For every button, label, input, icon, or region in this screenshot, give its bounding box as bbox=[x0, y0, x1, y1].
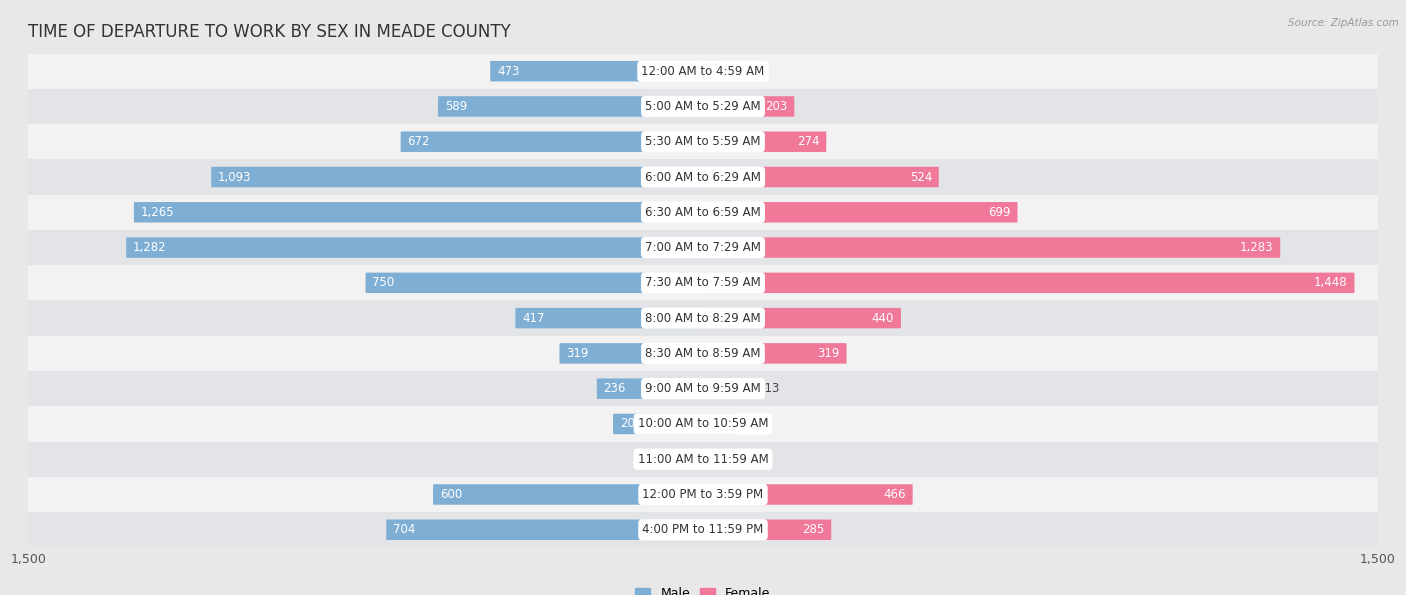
FancyBboxPatch shape bbox=[387, 519, 703, 540]
FancyBboxPatch shape bbox=[703, 519, 831, 540]
FancyBboxPatch shape bbox=[596, 378, 703, 399]
Text: 1,265: 1,265 bbox=[141, 206, 174, 219]
Bar bbox=[28, 54, 1378, 89]
FancyBboxPatch shape bbox=[703, 378, 754, 399]
Text: Source: ZipAtlas.com: Source: ZipAtlas.com bbox=[1288, 18, 1399, 28]
Text: 274: 274 bbox=[797, 135, 820, 148]
Text: 12:00 AM to 4:59 AM: 12:00 AM to 4:59 AM bbox=[641, 65, 765, 78]
Text: 285: 285 bbox=[803, 523, 824, 536]
FancyBboxPatch shape bbox=[697, 449, 703, 469]
Text: 12:00 PM to 3:59 PM: 12:00 PM to 3:59 PM bbox=[643, 488, 763, 501]
Text: 7:00 AM to 7:29 AM: 7:00 AM to 7:29 AM bbox=[645, 241, 761, 254]
Text: 11:00 AM to 11:59 AM: 11:00 AM to 11:59 AM bbox=[638, 453, 768, 466]
Text: 10:00 AM to 10:59 AM: 10:00 AM to 10:59 AM bbox=[638, 418, 768, 430]
Text: 589: 589 bbox=[444, 100, 467, 113]
Text: 1,282: 1,282 bbox=[134, 241, 166, 254]
Text: 417: 417 bbox=[522, 312, 544, 325]
Text: 51: 51 bbox=[730, 65, 744, 78]
Text: 319: 319 bbox=[567, 347, 589, 360]
Text: 113: 113 bbox=[758, 382, 780, 395]
Text: 704: 704 bbox=[394, 523, 415, 536]
Text: 78: 78 bbox=[742, 418, 756, 430]
Text: 203: 203 bbox=[765, 100, 787, 113]
Text: 6:00 AM to 6:29 AM: 6:00 AM to 6:29 AM bbox=[645, 171, 761, 183]
Text: 200: 200 bbox=[620, 418, 643, 430]
Text: 236: 236 bbox=[603, 382, 626, 395]
FancyBboxPatch shape bbox=[491, 61, 703, 82]
FancyBboxPatch shape bbox=[127, 237, 703, 258]
FancyBboxPatch shape bbox=[703, 414, 738, 434]
FancyBboxPatch shape bbox=[703, 167, 939, 187]
FancyBboxPatch shape bbox=[703, 96, 794, 117]
Text: 750: 750 bbox=[373, 276, 395, 289]
Text: 1,283: 1,283 bbox=[1240, 241, 1274, 254]
Bar bbox=[28, 406, 1378, 441]
Text: 473: 473 bbox=[496, 65, 519, 78]
FancyBboxPatch shape bbox=[211, 167, 703, 187]
Text: 524: 524 bbox=[910, 171, 932, 183]
Text: 21: 21 bbox=[716, 453, 731, 466]
FancyBboxPatch shape bbox=[703, 343, 846, 364]
Bar bbox=[28, 124, 1378, 159]
Text: 5:30 AM to 5:59 AM: 5:30 AM to 5:59 AM bbox=[645, 135, 761, 148]
Bar bbox=[28, 371, 1378, 406]
Legend: Male, Female: Male, Female bbox=[630, 583, 776, 595]
FancyBboxPatch shape bbox=[703, 131, 827, 152]
Bar bbox=[28, 195, 1378, 230]
Text: 466: 466 bbox=[883, 488, 905, 501]
Text: 699: 699 bbox=[988, 206, 1011, 219]
Text: 672: 672 bbox=[408, 135, 430, 148]
Text: 7:30 AM to 7:59 AM: 7:30 AM to 7:59 AM bbox=[645, 276, 761, 289]
Text: 440: 440 bbox=[872, 312, 894, 325]
Bar bbox=[28, 512, 1378, 547]
Bar bbox=[28, 159, 1378, 195]
Bar bbox=[28, 300, 1378, 336]
Text: 12: 12 bbox=[679, 453, 695, 466]
Text: TIME OF DEPARTURE TO WORK BY SEX IN MEADE COUNTY: TIME OF DEPARTURE TO WORK BY SEX IN MEAD… bbox=[28, 23, 510, 41]
Text: 6:30 AM to 6:59 AM: 6:30 AM to 6:59 AM bbox=[645, 206, 761, 219]
FancyBboxPatch shape bbox=[439, 96, 703, 117]
Text: 8:00 AM to 8:29 AM: 8:00 AM to 8:29 AM bbox=[645, 312, 761, 325]
FancyBboxPatch shape bbox=[613, 414, 703, 434]
Text: 5:00 AM to 5:29 AM: 5:00 AM to 5:29 AM bbox=[645, 100, 761, 113]
Text: 1,448: 1,448 bbox=[1315, 276, 1348, 289]
Text: 4:00 PM to 11:59 PM: 4:00 PM to 11:59 PM bbox=[643, 523, 763, 536]
Bar bbox=[28, 230, 1378, 265]
Bar bbox=[28, 265, 1378, 300]
FancyBboxPatch shape bbox=[516, 308, 703, 328]
FancyBboxPatch shape bbox=[703, 237, 1281, 258]
Text: 600: 600 bbox=[440, 488, 463, 501]
Text: 8:30 AM to 8:59 AM: 8:30 AM to 8:59 AM bbox=[645, 347, 761, 360]
FancyBboxPatch shape bbox=[703, 273, 1354, 293]
Bar bbox=[28, 477, 1378, 512]
FancyBboxPatch shape bbox=[703, 308, 901, 328]
FancyBboxPatch shape bbox=[703, 484, 912, 505]
Bar bbox=[28, 89, 1378, 124]
FancyBboxPatch shape bbox=[560, 343, 703, 364]
Text: 9:00 AM to 9:59 AM: 9:00 AM to 9:59 AM bbox=[645, 382, 761, 395]
FancyBboxPatch shape bbox=[401, 131, 703, 152]
FancyBboxPatch shape bbox=[366, 273, 703, 293]
FancyBboxPatch shape bbox=[134, 202, 703, 223]
Text: 319: 319 bbox=[817, 347, 839, 360]
FancyBboxPatch shape bbox=[703, 202, 1018, 223]
FancyBboxPatch shape bbox=[703, 61, 725, 82]
FancyBboxPatch shape bbox=[703, 449, 713, 469]
Bar bbox=[28, 336, 1378, 371]
Text: 1,093: 1,093 bbox=[218, 171, 252, 183]
FancyBboxPatch shape bbox=[433, 484, 703, 505]
Bar bbox=[28, 441, 1378, 477]
